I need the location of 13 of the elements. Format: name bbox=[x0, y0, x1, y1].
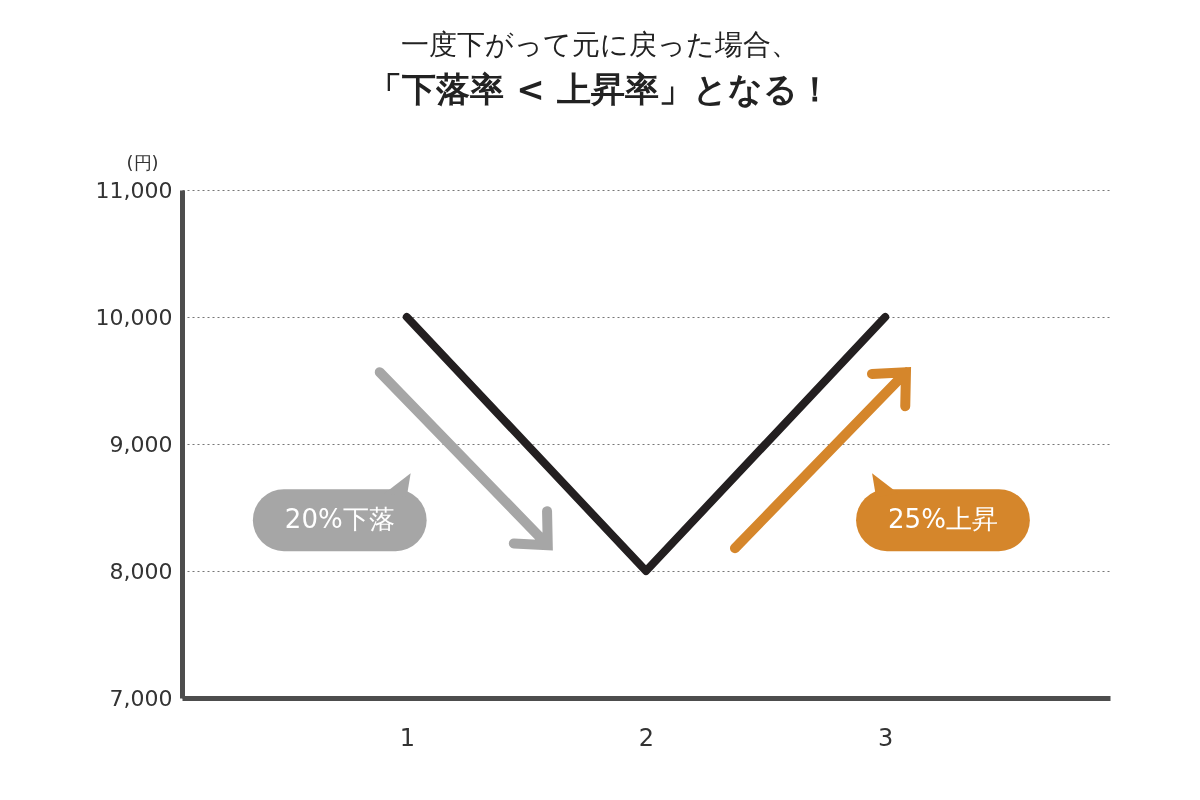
y-tick-label: 7,000 bbox=[109, 685, 173, 711]
x-tick-label: 3 bbox=[878, 723, 894, 752]
y-tick-label: 10,000 bbox=[95, 304, 173, 330]
chart-subtitle: 「下落率 < 上昇率」となる！ bbox=[368, 69, 832, 109]
y-axis-title: (円) bbox=[126, 151, 159, 173]
y-tick-label: 9,000 bbox=[109, 431, 173, 457]
chart-title: 一度下がって元に戻った場合、 bbox=[401, 28, 799, 61]
y-tick-label: 11,000 bbox=[95, 177, 173, 203]
annotation: 20%下落 bbox=[284, 504, 395, 535]
x-tick-label: 2 bbox=[638, 723, 655, 752]
x-tick-label: 1 bbox=[399, 723, 415, 752]
y-tick-label: 8,000 bbox=[109, 558, 173, 584]
annotation: 25%上昇 bbox=[888, 504, 998, 535]
